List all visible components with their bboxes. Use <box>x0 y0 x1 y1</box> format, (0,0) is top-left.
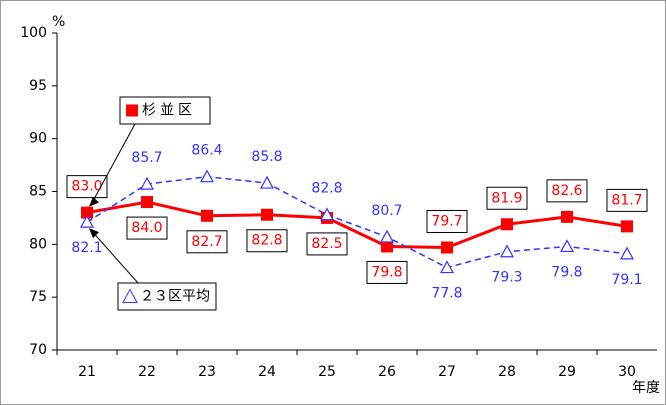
data-label: 83.0 <box>71 179 102 195</box>
x-tick-label: 30 <box>618 364 636 380</box>
data-label: 82.7 <box>191 234 222 250</box>
label-box <box>546 179 588 203</box>
arrow-head <box>89 228 99 239</box>
arrow-head <box>89 196 99 207</box>
legend-marker <box>122 288 138 303</box>
data-label: 79.3 <box>491 270 522 286</box>
data-label: 82.5 <box>311 236 342 252</box>
marker <box>201 209 213 222</box>
x-tick-label: 25 <box>318 364 336 380</box>
marker <box>621 220 633 233</box>
legend-label: 杉並区 <box>142 103 196 119</box>
data-label: 82.8 <box>251 233 282 249</box>
marker <box>81 206 93 219</box>
x-tick-label: 26 <box>378 364 396 380</box>
label-box <box>306 232 348 256</box>
marker <box>79 214 95 228</box>
marker <box>619 246 635 260</box>
data-label: 81.7 <box>611 192 642 208</box>
y-unit: % <box>52 14 65 30</box>
data-label: 82.8 <box>311 181 342 197</box>
marker <box>199 169 215 183</box>
data-label: 84.0 <box>131 220 162 236</box>
label-box <box>606 188 648 212</box>
data-label: 85.8 <box>251 149 282 165</box>
y-tick-label: 95 <box>29 78 47 94</box>
series-line <box>86 200 628 250</box>
marker <box>319 207 335 221</box>
y-tick-label: 85 <box>29 184 47 200</box>
y-tick-label: 100 <box>20 25 47 41</box>
data-label: 82.6 <box>551 183 582 199</box>
x-tick-label: 22 <box>138 364 156 380</box>
data-label: 77.8 <box>431 286 462 302</box>
marker <box>261 208 273 221</box>
marker <box>259 175 275 189</box>
marker <box>379 229 395 243</box>
label-box <box>426 210 468 234</box>
marker <box>441 241 453 254</box>
marker <box>499 244 515 258</box>
marker <box>561 210 573 223</box>
series-line <box>86 175 628 269</box>
data-label: 80.7 <box>371 203 402 219</box>
x-tick-label: 23 <box>198 364 216 380</box>
x-unit: 年度 <box>632 380 660 396</box>
marker <box>439 260 455 274</box>
marker <box>139 176 155 190</box>
y-tick-label: 80 <box>29 236 47 252</box>
label-box <box>126 216 168 240</box>
callout-arrow <box>90 229 139 284</box>
legend-marker <box>126 104 138 117</box>
x-tick-label: 28 <box>498 364 516 380</box>
y-tick-label: 90 <box>29 131 47 147</box>
data-label: 79.8 <box>551 264 582 280</box>
data-label: 86.4 <box>191 143 222 159</box>
data-label: 79.7 <box>431 214 462 230</box>
data-label: 79.8 <box>371 264 402 280</box>
label-box <box>186 230 228 254</box>
y-tick-label: 70 <box>29 342 47 358</box>
data-label: 85.7 <box>131 150 162 166</box>
x-tick-label: 29 <box>558 364 576 380</box>
x-tick-label: 27 <box>438 364 456 380</box>
callout-arrow <box>90 123 136 205</box>
y-tick-label: 75 <box>29 289 47 305</box>
marker <box>501 218 513 231</box>
label-box <box>486 186 528 210</box>
marker <box>381 240 393 253</box>
marker <box>559 239 575 253</box>
data-label: 81.9 <box>491 190 522 206</box>
marker <box>141 196 153 209</box>
legend-label: ２３区平均 <box>140 289 210 305</box>
data-label: 79.1 <box>611 272 642 288</box>
label-box <box>366 260 408 284</box>
label-box <box>246 229 288 253</box>
data-label: 82.1 <box>71 240 102 256</box>
label-box <box>66 175 108 199</box>
x-tick-label: 21 <box>78 364 96 380</box>
x-tick-label: 24 <box>258 364 276 380</box>
